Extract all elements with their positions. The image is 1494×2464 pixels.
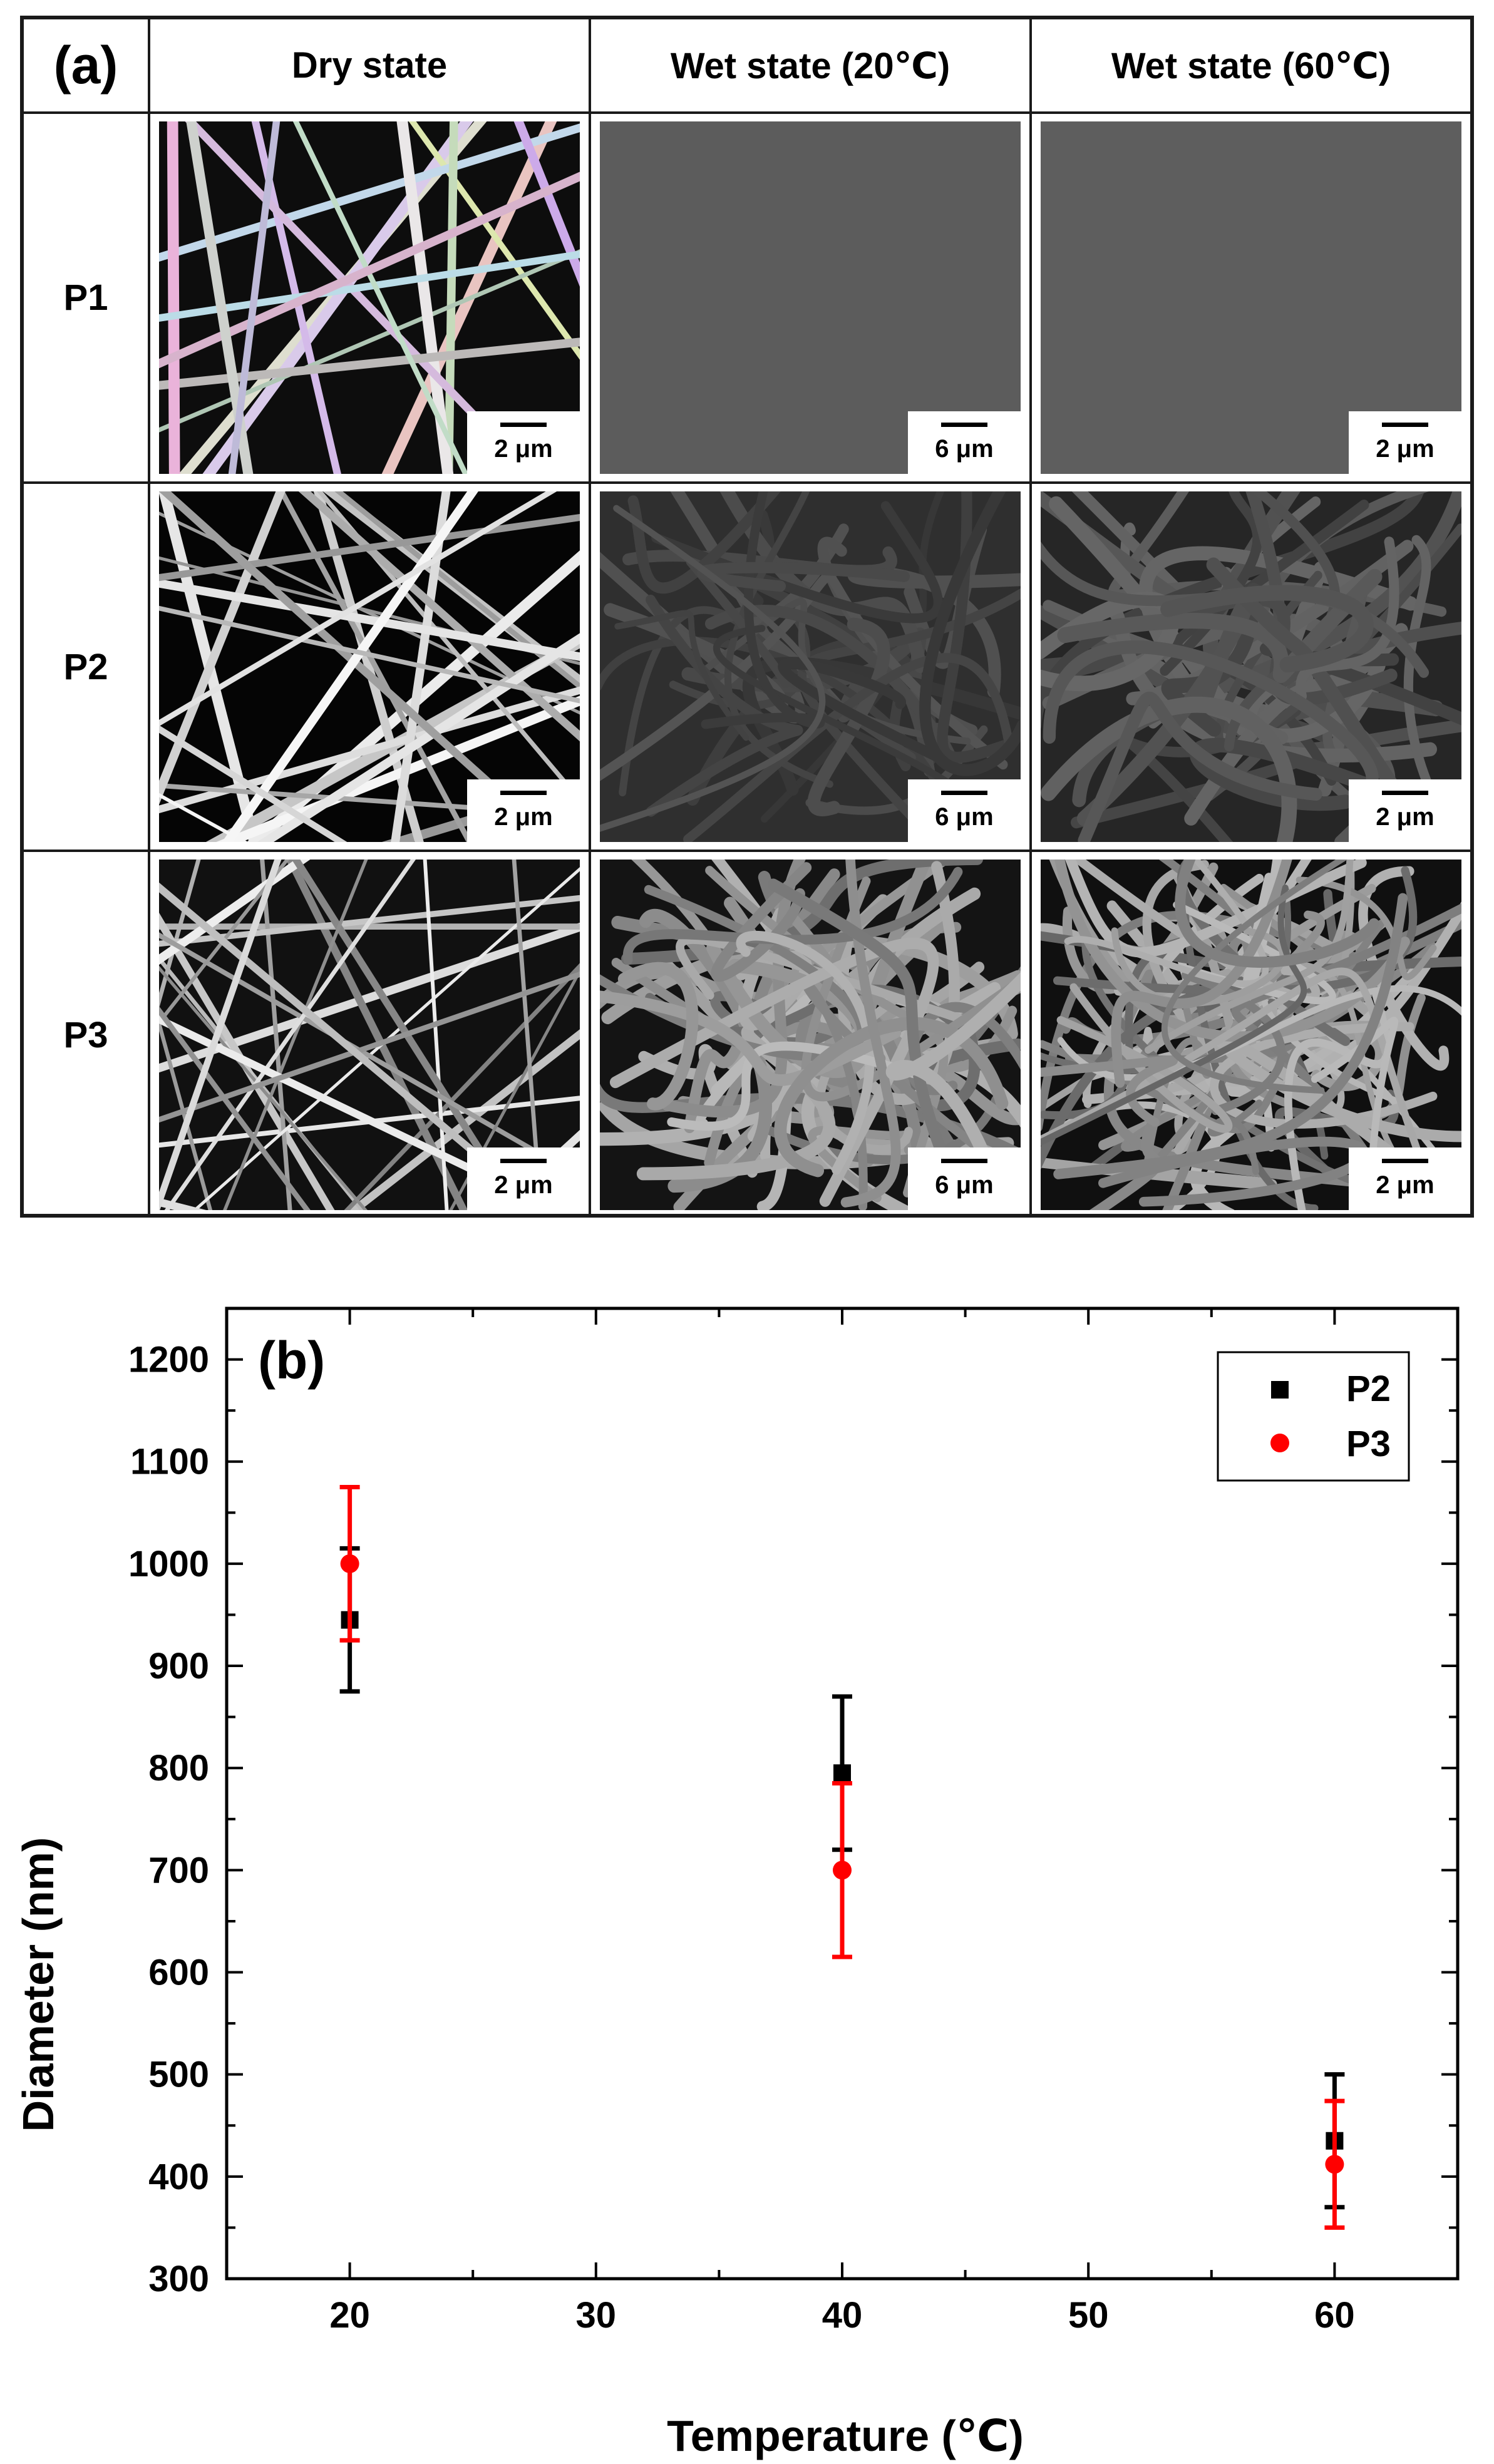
legend-label-p2: P2 <box>1346 1368 1391 1409</box>
column-header-wet-60: Wet state (60℃) <box>1111 45 1391 86</box>
grid-divider <box>24 111 1470 114</box>
scale-bar: 6 μm <box>908 1147 1021 1210</box>
sem-image-p3-dry: 2 μm <box>159 860 580 1210</box>
y-tick-label: 600 <box>148 1953 209 1993</box>
x-tick-label: 20 <box>329 2295 370 2336</box>
grid-divider <box>24 850 1470 852</box>
grid-divider <box>589 19 591 1214</box>
sem-image-p3-wet-60: 2 μm <box>1041 860 1461 1210</box>
scale-bar: 2 μm <box>467 411 580 474</box>
y-tick-label: 900 <box>148 1646 209 1686</box>
data-point-p2 <box>833 1764 851 1782</box>
scale-bar-line <box>1382 423 1428 427</box>
scale-bar-line <box>941 1159 987 1163</box>
legend-label-p3: P3 <box>1346 1424 1391 1464</box>
y-tick-label: 1200 <box>128 1340 209 1380</box>
scale-bar: 2 μm <box>1349 1147 1461 1210</box>
grid-divider <box>24 481 1470 484</box>
column-header-dry: Dry state <box>291 45 448 86</box>
sem-image-p1-wet-20: 6 μm <box>600 121 1021 474</box>
scale-bar-label: 6 μm <box>935 803 994 831</box>
scale-bar-line <box>500 791 547 795</box>
y-tick-label: 1000 <box>128 1544 209 1584</box>
scale-bar-label: 2 μm <box>494 435 553 463</box>
legend-box <box>1217 1351 1410 1482</box>
scale-bar: 6 μm <box>908 779 1021 842</box>
scale-bar-label: 2 μm <box>1376 1171 1435 1199</box>
scale-bar-line <box>500 423 547 427</box>
scale-bar-label: 2 μm <box>494 803 553 831</box>
row-label-p3: P3 <box>63 1014 108 1055</box>
scale-bar-line <box>500 1159 547 1163</box>
x-tick-label: 50 <box>1068 2295 1109 2336</box>
sem-image-p3-wet-20: 6 μm <box>600 860 1021 1210</box>
scale-bar-line <box>1382 1159 1428 1163</box>
legend: P2 P3 <box>1217 1351 1410 1482</box>
row-label-p1: P1 <box>63 277 108 318</box>
x-tick-label: 40 <box>822 2295 863 2336</box>
sem-image-p2-dry: 2 μm <box>159 491 580 842</box>
scale-bar: 2 μm <box>467 779 580 842</box>
sem-image-p1-dry: 2 μm <box>159 121 580 474</box>
scale-bar-label: 6 μm <box>935 1171 994 1199</box>
legend-marker-p2 <box>1271 1381 1289 1399</box>
x-axis-label: Temperature (℃) <box>667 2411 1024 2460</box>
y-axis-label: Diameter (nm) <box>14 1837 63 2132</box>
scale-bar: 2 μm <box>467 1147 580 1210</box>
legend-marker-p3 <box>1270 1434 1289 1452</box>
panel-b-label: (b) <box>258 1331 325 1390</box>
scale-bar: 2 μm <box>1349 411 1461 474</box>
data-point-p3 <box>340 1554 359 1573</box>
scale-bar-label: 6 μm <box>935 435 994 463</box>
sem-image-p1-wet-60: 2 μm <box>1041 121 1461 474</box>
x-tick-label: 60 <box>1314 2295 1355 2336</box>
sem-image-p2-wet-20: 6 μm <box>600 491 1021 842</box>
grid-divider <box>148 19 150 1214</box>
scale-bar-line <box>941 791 987 795</box>
sem-image-grid: (a) Dry state Wet state (20℃) Wet state … <box>20 16 1474 1218</box>
scale-bar-label: 2 μm <box>1376 803 1435 831</box>
scale-bar: 6 μm <box>908 411 1021 474</box>
grid-divider <box>1029 19 1032 1214</box>
scale-bar-line <box>1382 791 1428 795</box>
diameter-chart: 20 30 40 50 60 300 400 500 600 700 800 900 1000 1100 1… <box>14 1306 1460 2460</box>
column-header-wet-20: Wet state (20℃) <box>670 45 950 86</box>
y-tick-label: 1100 <box>130 1442 209 1482</box>
y-tick-label: 400 <box>148 2157 209 2197</box>
y-tick-label: 700 <box>148 1850 209 1891</box>
row-label-p2: P2 <box>63 646 108 687</box>
sem-image-p2-wet-60: 2 μm <box>1041 491 1461 842</box>
panel-a-label: (a) <box>53 36 118 95</box>
x-tick-label: 30 <box>576 2295 617 2336</box>
y-tick-label: 300 <box>148 2259 209 2299</box>
scale-bar: 2 μm <box>1349 779 1461 842</box>
scale-bar-line <box>941 423 987 427</box>
scale-bar-label: 2 μm <box>1376 435 1435 463</box>
data-point-p3 <box>1325 2155 1344 2174</box>
scale-bar-label: 2 μm <box>494 1171 553 1199</box>
data-point-p3 <box>833 1861 852 1880</box>
y-tick-label: 800 <box>148 1748 209 1789</box>
y-tick-label: 500 <box>148 2055 209 2095</box>
